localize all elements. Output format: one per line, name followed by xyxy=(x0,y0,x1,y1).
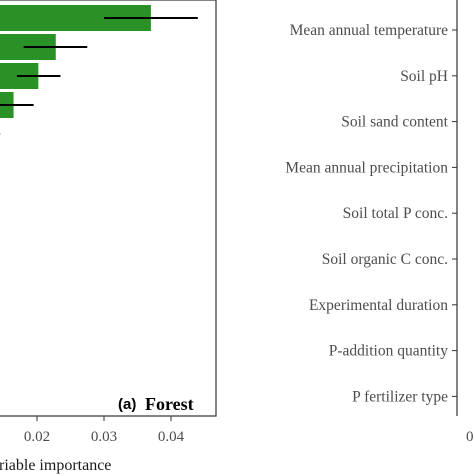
panel-b-x-tick-label: 0 xyxy=(466,429,474,445)
panel-a-x-axis-title: riable importance xyxy=(0,457,111,474)
panel-a-bars xyxy=(0,5,198,135)
x-tick-label: 0.02 xyxy=(24,429,50,445)
panel-a: 0.02 0.03 0.04 (a) Forest riable importanc… xyxy=(0,0,217,474)
x-tick-label: 0.04 xyxy=(158,429,185,445)
variable-label: Soil organic C conc. xyxy=(322,251,448,268)
variable-label: Soil total P conc. xyxy=(343,205,448,222)
variable-label: Soil pH xyxy=(400,68,448,85)
panel-a-frame xyxy=(0,0,217,417)
variable-label: Mean annual temperature xyxy=(290,22,448,39)
variable-label: Soil sand content xyxy=(341,114,448,131)
variable-label: Mean annual precipitation xyxy=(285,159,448,176)
x-tick-label: 0.03 xyxy=(91,429,117,445)
variable-label: Experimental duration xyxy=(309,297,448,314)
variable-label: P-addition quantity xyxy=(329,343,449,360)
panel-a-x-axis: 0.02 0.03 0.04 xyxy=(24,416,185,445)
panel-b: Mean annual temperature Soil pH Soil sand … xyxy=(285,0,474,445)
panel-a-name: Forest xyxy=(145,394,194,414)
panel-a-letter: (a) xyxy=(118,396,136,413)
variable-label: P fertilizer type xyxy=(352,388,448,405)
panel-b-variable-labels: Mean annual temperature Soil pH Soil sand … xyxy=(285,22,457,405)
